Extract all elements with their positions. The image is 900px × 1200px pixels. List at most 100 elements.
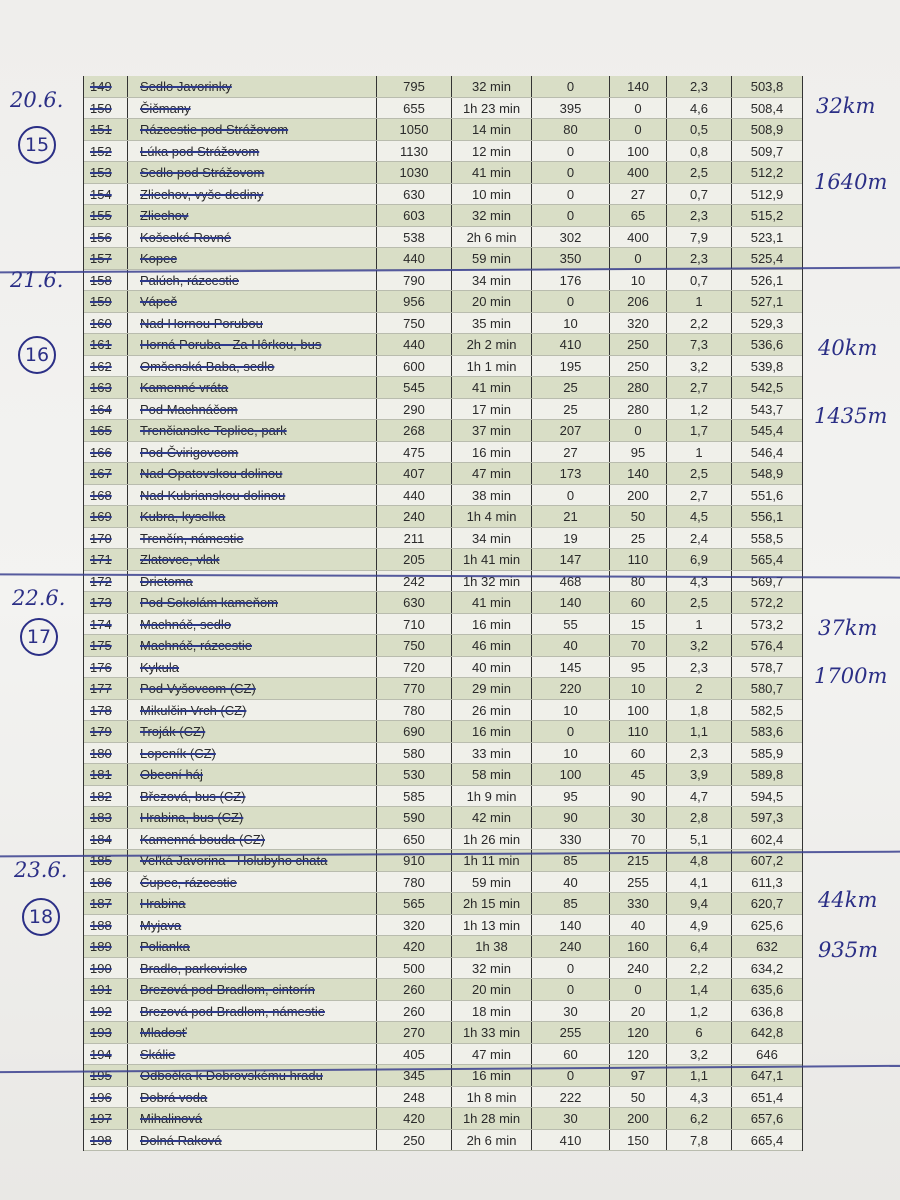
walk-time-cell: 10 min xyxy=(451,183,531,204)
ascent: 220 xyxy=(559,681,582,696)
ascent: 176 xyxy=(559,272,582,288)
stop-number-cell: 179 xyxy=(84,721,128,742)
elevation: 405 xyxy=(403,1046,425,1062)
stop-number-cell: 156 xyxy=(84,226,128,247)
cumulative-distance: 556,1 xyxy=(750,509,784,524)
stop-number: 182 xyxy=(90,788,112,804)
cumulative-distance-cell: 602,4 xyxy=(731,828,802,849)
elevation-cell: 650 xyxy=(376,828,451,849)
stop-name-cell: Omšenská Baba, sedlo xyxy=(128,356,376,377)
stop-number-cell: 161 xyxy=(84,334,128,355)
distance: 0,5 xyxy=(689,122,709,137)
stop-number: 197 xyxy=(90,1111,112,1126)
ascent-cell: 255 xyxy=(531,1022,609,1043)
stop-name-cell: Vápeč xyxy=(128,291,376,312)
walk-time: 1h 33 min xyxy=(462,1025,521,1040)
stop-number: 153 xyxy=(90,165,112,180)
table-row: 163 Kamenné vráta 545 41 min 25 280 2,7 542,5 xyxy=(84,377,802,399)
ascent: 25 xyxy=(563,380,578,395)
cumulative-distance: 632 xyxy=(756,939,778,954)
stop-number-cell: 181 xyxy=(84,764,128,785)
ascent-cell: 95 xyxy=(531,785,609,806)
cumulative-distance-cell: 558,5 xyxy=(731,527,802,548)
table-row: 184 Kamenná bouda (CZ) 650 1h 26 min 330 70 5,… xyxy=(84,828,802,850)
descent: 10 xyxy=(630,681,646,696)
descent-cell: 0 xyxy=(609,420,666,441)
stop-name-cell: Kamenné vráta xyxy=(128,377,376,398)
distance-cell: 2,5 xyxy=(666,592,731,613)
ascent-cell: 27 xyxy=(531,441,609,462)
distance: 2,3 xyxy=(689,659,709,675)
stop-name: Machnáč, sedlo xyxy=(140,616,232,632)
cumulative-distance-cell: 542,5 xyxy=(731,377,802,398)
descent-cell: 200 xyxy=(609,484,666,505)
distance-cell: 3,2 xyxy=(666,355,731,376)
descent-cell: 140 xyxy=(609,76,666,97)
ascent-cell: 0 xyxy=(531,183,609,204)
ascent-cell: 0 xyxy=(531,76,609,97)
descent-cell: 110 xyxy=(609,721,666,742)
stop-name: Veľká Javorina - Holubyho chata xyxy=(140,853,328,868)
stop-number: 178 xyxy=(90,702,112,718)
descent-cell: 95 xyxy=(609,656,666,677)
handwritten-date: 23.6. xyxy=(14,858,68,882)
distance-cell: 1,7 xyxy=(666,420,731,441)
elevation: 580 xyxy=(403,745,425,761)
stop-number-cell: 178 xyxy=(84,699,128,720)
table-row: 175 Machnáč, rázcestie 750 46 min 40 70 3,2 576… xyxy=(84,635,802,657)
stop-number: 189 xyxy=(90,939,112,954)
elevation: 585 xyxy=(403,788,425,804)
table-row: 186 Čupec, rázcestie 780 59 min 40 255 4,1 611,… xyxy=(84,871,802,893)
distance: 3,2 xyxy=(689,358,709,374)
walk-time-cell: 1h 41 min xyxy=(451,549,531,570)
ascent: 147 xyxy=(559,552,582,567)
cumulative-distance: 527,1 xyxy=(750,294,784,309)
descent: 140 xyxy=(627,466,649,481)
stop-number-cell: 157 xyxy=(84,248,128,269)
elevation: 538 xyxy=(403,229,425,245)
cumulative-distance: 578,7 xyxy=(750,659,784,675)
stop-number-cell: 177 xyxy=(84,678,128,699)
handwritten-ascent: 1700m xyxy=(814,664,888,688)
elevation: 600 xyxy=(403,358,425,374)
cumulative-distance-cell: 565,4 xyxy=(731,549,802,570)
stop-number-cell: 188 xyxy=(84,914,128,935)
elevation-cell: 440 xyxy=(376,484,451,505)
stop-number-cell: 185 xyxy=(84,850,128,871)
ascent-cell: 100 xyxy=(531,764,609,785)
ascent-cell: 302 xyxy=(531,226,609,247)
cumulative-distance: 585,9 xyxy=(750,745,784,761)
distance-cell: 0,8 xyxy=(666,140,731,161)
distance-cell: 3,2 xyxy=(666,635,731,656)
table-row: 152 Lúka pod Strážovom 1130 12 min 0 100 0,8 50… xyxy=(84,140,802,162)
stop-number: 165 xyxy=(90,423,112,438)
stop-name-cell: Mladosť xyxy=(128,1022,376,1043)
ascent: 80 xyxy=(563,122,578,137)
distance-cell: 6,2 xyxy=(666,1108,731,1129)
ascent-cell: 85 xyxy=(531,893,609,914)
stop-number: 150 xyxy=(90,100,112,116)
stop-number-cell: 162 xyxy=(84,355,128,376)
cumulative-distance-cell: 657,6 xyxy=(731,1108,802,1129)
stop-number: 161 xyxy=(90,337,112,352)
descent-cell: 120 xyxy=(609,1043,666,1064)
table-row: 189 Polianka 420 1h 38 240 160 6,4 632 xyxy=(84,936,802,958)
descent-cell: 30 xyxy=(609,807,666,828)
walk-time: 16 min xyxy=(471,616,512,632)
stop-name-cell: Pod Čvirigovcom xyxy=(128,442,376,463)
walk-time-cell: 40 min xyxy=(451,656,531,677)
walk-time: 16 min xyxy=(471,444,512,460)
cumulative-distance: 539,8 xyxy=(750,358,784,374)
elevation: 795 xyxy=(403,79,425,94)
walk-time: 1h 4 min xyxy=(466,509,517,524)
cumulative-distance-cell: 503,8 xyxy=(731,76,802,97)
distance: 7,9 xyxy=(689,229,709,245)
ascent: 145 xyxy=(559,659,582,675)
stop-number-cell: 196 xyxy=(84,1086,128,1107)
cumulative-distance: 512,2 xyxy=(750,165,784,180)
elevation-cell: 780 xyxy=(376,699,451,720)
stop-name: Brezová pod Bradlom, námestie xyxy=(140,1003,325,1019)
cumulative-distance: 611,3 xyxy=(751,874,783,890)
descent: 200 xyxy=(627,487,649,503)
descent: 65 xyxy=(630,208,646,223)
